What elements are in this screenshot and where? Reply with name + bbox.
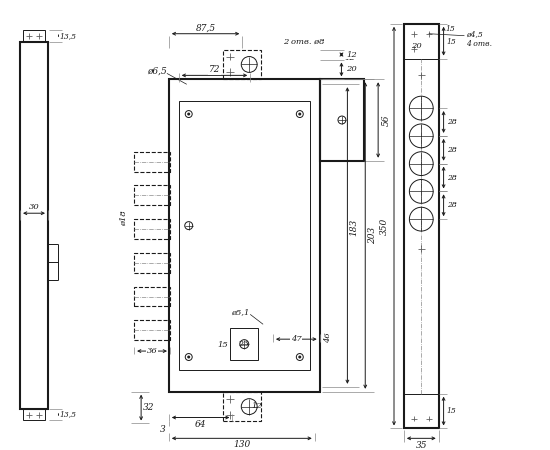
Text: 15: 15 xyxy=(217,341,228,349)
Circle shape xyxy=(299,113,301,115)
Bar xyxy=(230,328,258,360)
Text: 46: 46 xyxy=(323,332,332,342)
Circle shape xyxy=(188,356,190,358)
Bar xyxy=(20,42,48,409)
Bar xyxy=(169,79,320,392)
Bar xyxy=(134,320,170,340)
Text: 30: 30 xyxy=(29,203,40,211)
Text: 20: 20 xyxy=(346,65,357,73)
Text: 183: 183 xyxy=(350,219,359,236)
Text: 47: 47 xyxy=(291,335,302,343)
Circle shape xyxy=(299,356,301,358)
Text: 56: 56 xyxy=(382,114,390,126)
Bar xyxy=(179,101,310,370)
Bar xyxy=(223,392,261,422)
Bar xyxy=(223,50,261,79)
Text: ø5,1: ø5,1 xyxy=(231,308,250,316)
Bar xyxy=(320,79,364,161)
Text: 20: 20 xyxy=(411,41,422,50)
Bar xyxy=(134,287,170,306)
Text: 64: 64 xyxy=(195,420,206,429)
Text: 15: 15 xyxy=(447,406,456,414)
Text: 13,5: 13,5 xyxy=(59,32,76,40)
Text: 35: 35 xyxy=(416,441,427,450)
Text: 350: 350 xyxy=(379,217,389,235)
Text: ø4,5: ø4,5 xyxy=(466,30,483,38)
Text: 28: 28 xyxy=(447,201,456,209)
Circle shape xyxy=(188,113,190,115)
Text: 28: 28 xyxy=(447,146,456,154)
Text: 130: 130 xyxy=(233,440,250,449)
Text: 2 отв. ø8: 2 отв. ø8 xyxy=(283,38,324,45)
Text: 15: 15 xyxy=(446,25,455,33)
Text: 203: 203 xyxy=(368,227,377,244)
Text: 12: 12 xyxy=(344,54,355,62)
Text: 32: 32 xyxy=(144,403,155,412)
Text: 28: 28 xyxy=(447,174,456,181)
Text: 23: 23 xyxy=(239,340,250,348)
Bar xyxy=(134,253,170,273)
Bar xyxy=(23,409,45,420)
Bar xyxy=(134,219,170,239)
Text: 12: 12 xyxy=(252,401,262,410)
Text: 28: 28 xyxy=(447,118,456,126)
Text: 13,5: 13,5 xyxy=(59,410,76,419)
Text: 87,5: 87,5 xyxy=(195,23,216,32)
Bar xyxy=(404,24,439,58)
Text: 4 отв.: 4 отв. xyxy=(466,40,492,48)
Bar xyxy=(134,185,170,205)
Text: 12: 12 xyxy=(346,50,357,58)
Text: 3: 3 xyxy=(160,425,166,434)
Bar xyxy=(23,30,45,42)
Text: 72: 72 xyxy=(209,65,220,74)
Text: 15: 15 xyxy=(447,38,456,45)
Text: 20: 20 xyxy=(344,65,355,73)
Text: ø6,5: ø6,5 xyxy=(147,67,167,76)
Bar xyxy=(134,152,170,171)
Text: 36: 36 xyxy=(147,347,157,355)
Bar xyxy=(404,394,439,428)
Text: ø18: ø18 xyxy=(120,210,128,226)
Bar xyxy=(404,24,439,428)
